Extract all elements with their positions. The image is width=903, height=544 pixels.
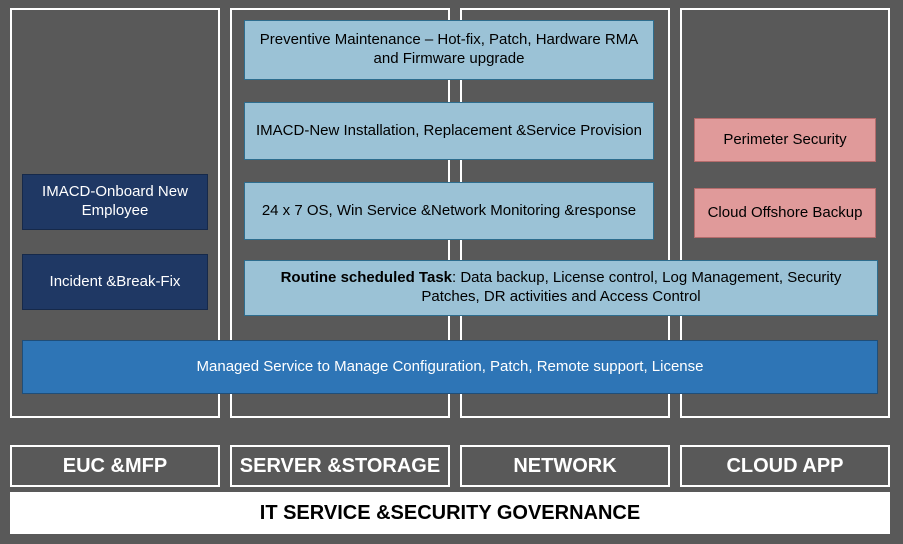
box-incident-breakfix: Incident &Break-Fix [22, 254, 208, 310]
box-preventive-maintenance: Preventive Maintenance – Hot-fix, Patch,… [244, 20, 654, 80]
box-imacd-installation: IMACD-New Installation, Replacement &Ser… [244, 102, 654, 160]
box-onboard-employee: IMACD-Onboard New Employee [22, 174, 208, 230]
category-network: NETWORK [460, 445, 670, 487]
routine-task-rest: : Data backup, License control, Log Mana… [421, 269, 841, 305]
category-cloud: CLOUD APP [680, 445, 890, 487]
category-euc: EUC &MFP [10, 445, 220, 487]
box-perimeter-security: Perimeter Security [694, 118, 876, 162]
box-monitoring-response: 24 x 7 OS, Win Service &Network Monitori… [244, 182, 654, 240]
box-cloud-offshore-backup: Cloud Offshore Backup [694, 188, 876, 238]
box-managed-service: Managed Service to Manage Configuration,… [22, 340, 878, 394]
governance-bar: IT SERVICE &SECURITY GOVERNANCE [10, 492, 890, 534]
routine-task-label: Routine scheduled Task [281, 269, 452, 286]
box-routine-task: Routine scheduled Task: Data backup, Lic… [244, 260, 878, 316]
category-server: SERVER &STORAGE [230, 445, 450, 487]
